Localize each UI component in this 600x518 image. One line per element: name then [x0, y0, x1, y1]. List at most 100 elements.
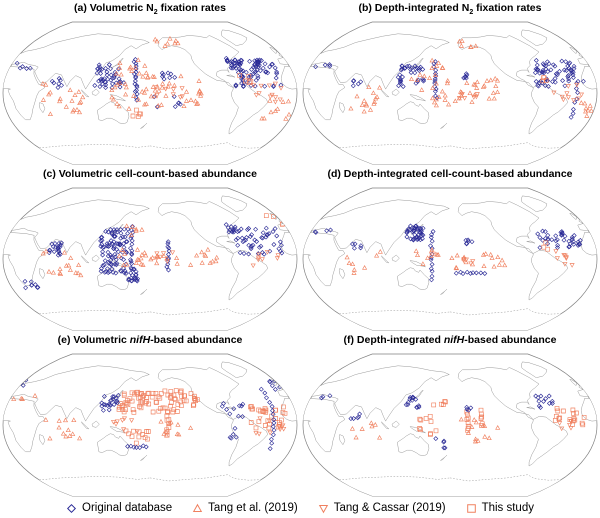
scatter-cluster-diamond	[159, 70, 178, 82]
panel-c: (c) Volumetric cell-count-based abundanc…	[0, 166, 300, 332]
scatter-cluster-triangle-up	[109, 70, 151, 111]
scatter-cluster-diamond	[14, 60, 33, 71]
scatter-cluster-triangle-up	[11, 393, 38, 402]
scatter-cluster-triangle-down	[154, 250, 176, 264]
world-map-svg	[2, 353, 298, 497]
title-text: (c) Volumetric cell-count-based abundanc…	[43, 168, 257, 180]
scatter-cluster-square	[417, 413, 439, 437]
world-map-a	[0, 18, 300, 166]
world-map-c	[0, 184, 300, 332]
scatter-cluster-diamond	[229, 225, 285, 257]
scatter-cluster-diamond	[151, 94, 183, 110]
scatter-cluster-diamond	[463, 237, 475, 247]
scatter-cluster-diamond	[312, 227, 333, 235]
scatter-cluster-triangle-down	[557, 419, 574, 432]
scatter-cluster-diamond	[22, 278, 41, 291]
panel-c-title: (c) Volumetric cell-count-based abundanc…	[0, 166, 300, 184]
triangle-down-icon	[318, 503, 329, 514]
scatter-cluster-triangle-down	[553, 249, 575, 268]
world-map-svg	[302, 353, 598, 497]
title-text: fixation rates	[473, 2, 542, 14]
world-map-f	[300, 350, 600, 498]
scatter-cluster-diamond	[533, 393, 555, 410]
title-text: (a) Volumetric N	[74, 2, 154, 14]
world-map-svg	[2, 187, 298, 331]
scatter-cluster-square	[540, 75, 549, 84]
scatter-cluster-triangle-up	[348, 84, 383, 114]
title-subscript: 2	[153, 9, 158, 17]
scatter-cluster-diamond	[164, 239, 172, 273]
scatter-cluster-triangle-up	[456, 38, 479, 50]
scatter-cluster-diamond	[131, 57, 140, 103]
scatter-cluster-diamond	[403, 394, 422, 411]
scatter-cluster-diamond	[223, 55, 242, 72]
panel-b-title: (b) Depth-integrated N2 fixation rates	[300, 0, 600, 18]
scatter-cluster-diamond	[350, 78, 364, 89]
legend-label: Tang et al. (2019)	[208, 502, 298, 514]
scatter-cluster-triangle-up	[349, 420, 383, 440]
panel-a: (a) Volumetric N2 fixation rates	[0, 0, 300, 166]
world-map-svg	[302, 187, 598, 331]
title-italic: nifH	[129, 334, 151, 346]
scatter-cluster-triangle-up	[152, 35, 181, 48]
scatter-cluster-triangle-down	[153, 85, 185, 100]
scatter-cluster-triangle-down	[250, 250, 281, 269]
diamond-icon	[66, 503, 77, 514]
scatter-cluster-triangle-up	[429, 57, 446, 71]
legend: Original database Tang et al. (2019) Tan…	[0, 498, 600, 518]
scatter-cluster-triangle-down	[551, 82, 585, 103]
scatter-cluster-triangle-up	[40, 248, 84, 278]
scatter-cluster-diamond	[99, 392, 121, 413]
panel-grid: (a) Volumetric N2 fixation rates (b) Dep…	[0, 0, 600, 498]
scatter-cluster-triangle-up	[116, 57, 148, 73]
scatter-cluster-triangle-down	[461, 257, 476, 267]
legend-item-original-database: Original database	[66, 502, 172, 514]
title-text: (b) Depth-integrated N	[358, 2, 470, 14]
scatter-cluster-triangle-up	[158, 418, 194, 438]
legend-label: Tang & Cassar (2019)	[333, 502, 446, 514]
panel-b: (b) Depth-integrated N2 fixation rates	[300, 0, 600, 166]
scatter-cluster-diamond	[404, 223, 426, 243]
scatter-cluster-diamond	[98, 226, 131, 276]
scatter-cluster-square	[123, 428, 151, 446]
panel-d: (d) Depth-integrated cell-count-based ab…	[300, 166, 600, 332]
scatter-cluster-diamond	[535, 228, 583, 251]
scatter-cluster-triangle-down	[456, 92, 480, 101]
title-text: (e) Volumetric	[57, 334, 130, 346]
title-text: -based abundance	[150, 334, 243, 346]
world-map-svg	[302, 21, 598, 165]
panel-a-title: (a) Volumetric N2 fixation rates	[0, 0, 300, 18]
scatter-cluster-diamond	[350, 241, 364, 251]
scatter-cluster-diamond	[566, 61, 581, 120]
scatter-cluster-diamond	[348, 411, 363, 422]
world-map-svg	[2, 21, 298, 165]
scatter-cluster-diamond	[453, 269, 488, 277]
scatter-cluster-diamond	[123, 266, 141, 284]
scatter-cluster-triangle-up	[40, 81, 86, 117]
scatter-cluster-triangle-up	[124, 223, 145, 237]
panel-d-title: (d) Depth-integrated cell-count-based ab…	[300, 166, 600, 184]
scatter-cluster-triangle-up	[413, 247, 441, 266]
scatter-cluster-square	[237, 73, 254, 86]
scatter-cluster-diamond	[92, 62, 127, 91]
scatter-cluster-diamond	[313, 62, 333, 70]
scatter-cluster-diamond	[319, 393, 333, 401]
scatter-cluster-triangle-up	[148, 73, 204, 109]
title-text: (d) Depth-integrated cell-count-based ab…	[327, 168, 573, 180]
square-icon	[466, 503, 477, 514]
scatter-cluster-triangle-up	[458, 416, 501, 435]
scatter-cluster-diamond	[461, 71, 470, 81]
scatter-cluster-square	[130, 107, 143, 119]
title-text: fixation rates	[157, 2, 226, 14]
panel-f-title: (f) Depth-integrated nifH-based abundanc…	[300, 332, 600, 350]
scatter-cluster-square	[541, 240, 551, 252]
scatter-cluster-diamond	[464, 404, 474, 413]
scatter-cluster-triangle-up	[116, 247, 149, 268]
panel-e: (e) Volumetric nifH-based abundance	[0, 332, 300, 498]
world-map-b	[300, 18, 600, 166]
triangle-up-icon	[192, 503, 203, 514]
world-map-e	[0, 350, 300, 498]
scatter-cluster-diamond	[46, 240, 64, 258]
scatter-cluster-diamond	[49, 76, 64, 90]
